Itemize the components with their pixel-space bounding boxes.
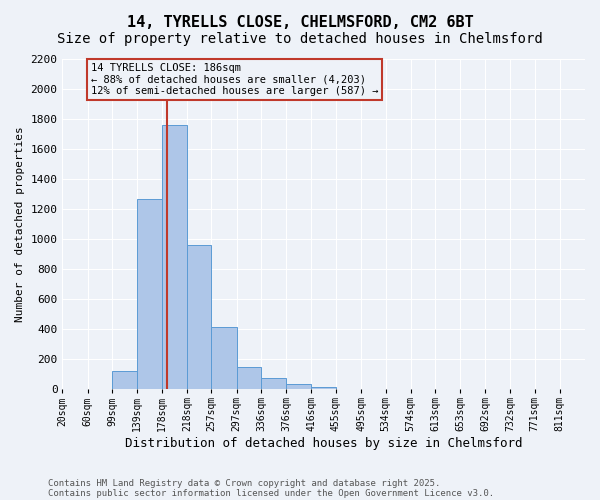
Text: 14 TYRELLS CLOSE: 186sqm
← 88% of detached houses are smaller (4,203)
12% of sem: 14 TYRELLS CLOSE: 186sqm ← 88% of detach… xyxy=(91,63,378,96)
X-axis label: Distribution of detached houses by size in Chelmsford: Distribution of detached houses by size … xyxy=(125,437,523,450)
Text: Contains public sector information licensed under the Open Government Licence v3: Contains public sector information licen… xyxy=(48,488,494,498)
Bar xyxy=(311,386,336,389)
Text: 14, TYRELLS CLOSE, CHELMSFORD, CM2 6BT: 14, TYRELLS CLOSE, CHELMSFORD, CM2 6BT xyxy=(127,15,473,30)
Text: Contains HM Land Registry data © Crown copyright and database right 2025.: Contains HM Land Registry data © Crown c… xyxy=(48,478,440,488)
Bar xyxy=(112,371,137,389)
Bar xyxy=(236,366,261,389)
Bar xyxy=(162,125,187,389)
Bar xyxy=(211,327,236,389)
Text: Size of property relative to detached houses in Chelmsford: Size of property relative to detached ho… xyxy=(57,32,543,46)
Bar xyxy=(187,245,211,389)
Y-axis label: Number of detached properties: Number of detached properties xyxy=(15,126,25,322)
Bar xyxy=(261,378,286,389)
Bar xyxy=(137,198,162,389)
Bar xyxy=(286,384,311,389)
